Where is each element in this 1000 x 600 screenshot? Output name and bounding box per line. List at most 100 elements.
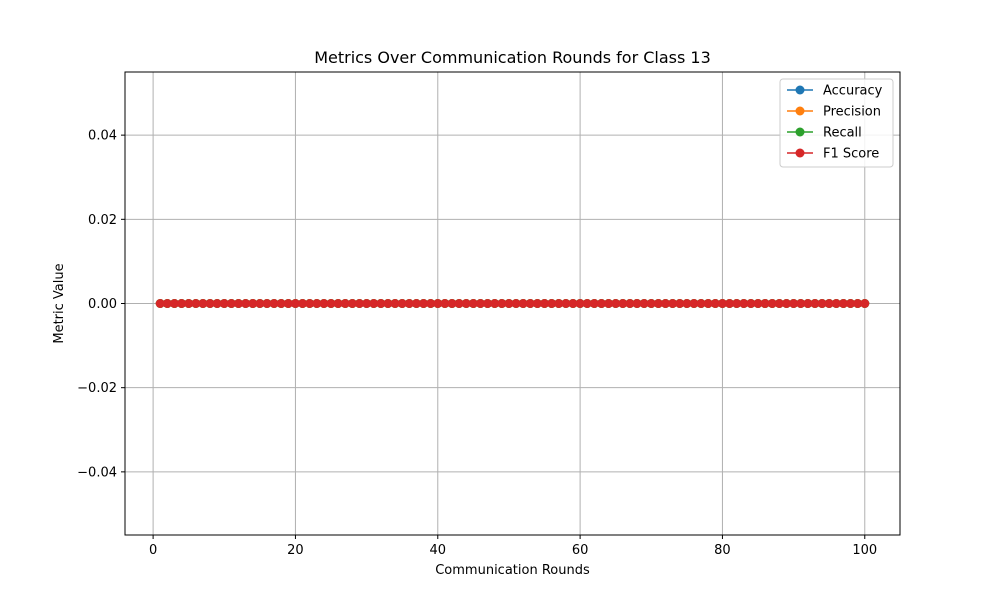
data-point: [497, 299, 507, 308]
data-point: [319, 299, 329, 308]
legend-marker: [795, 148, 805, 158]
y-axis-ticks: −0.04 −0.02 0.00 0.02 0.04: [77, 129, 125, 480]
data-point: [732, 299, 742, 308]
data-point: [803, 299, 813, 308]
data-point: [653, 299, 663, 308]
chart-title: Metrics Over Communication Rounds for Cl…: [314, 48, 711, 67]
data-point: [824, 299, 834, 308]
data-point: [739, 299, 749, 308]
data-point: [433, 299, 443, 308]
y-tick-label: −0.04: [77, 465, 117, 480]
data-point: [362, 299, 372, 308]
data-point: [226, 299, 236, 308]
legend-marker: [795, 85, 805, 95]
data-point: [661, 299, 671, 308]
data-point: [554, 299, 564, 308]
data-point: [511, 299, 521, 308]
data-point: [390, 299, 400, 308]
legend-entry: Accuracy: [787, 84, 883, 99]
data-point: [354, 299, 364, 308]
data-point: [419, 299, 429, 308]
data-point: [177, 299, 187, 308]
data-point: [162, 299, 172, 308]
x-axis-title: Communication Rounds: [435, 563, 590, 578]
data-point: [760, 299, 770, 308]
data-point: [725, 299, 735, 308]
y-tick-label: 0.00: [88, 297, 117, 312]
data-point: [596, 299, 606, 308]
data-point: [547, 299, 557, 308]
legend-label: Accuracy: [823, 84, 883, 99]
x-tick-label: 20: [287, 543, 304, 558]
data-point: [155, 299, 165, 308]
data-point: [333, 299, 343, 308]
data-point: [241, 299, 251, 308]
data-point: [305, 299, 315, 308]
data-point: [532, 299, 542, 308]
data-point: [283, 299, 293, 308]
x-axis-ticks: 0 20 40 60 80 100: [149, 535, 877, 558]
data-point: [255, 299, 265, 308]
data-point: [376, 299, 386, 308]
data-point: [717, 299, 727, 308]
data-point: [461, 299, 471, 308]
y-tick-label: 0.02: [88, 213, 117, 228]
legend-marker: [795, 127, 805, 137]
data-point: [440, 299, 450, 308]
data-point: [632, 299, 642, 308]
data-point: [518, 299, 528, 308]
data-point: [269, 299, 279, 308]
data-point: [646, 299, 656, 308]
data-point: [568, 299, 578, 308]
data-point: [561, 299, 571, 308]
legend-entry: F1 Score: [787, 147, 879, 162]
data-point: [625, 299, 635, 308]
data-point: [696, 299, 706, 308]
data-point: [846, 299, 856, 308]
data-point: [611, 299, 621, 308]
x-tick-label: 100: [852, 543, 877, 558]
data-point: [468, 299, 478, 308]
legend-entry: Precision: [787, 105, 881, 120]
data-point: [668, 299, 678, 308]
data-point: [753, 299, 763, 308]
data-point: [198, 299, 208, 308]
data-point: [447, 299, 457, 308]
y-tick-label: −0.02: [77, 381, 117, 396]
data-point: [525, 299, 535, 308]
data-point: [276, 299, 286, 308]
y-tick-label: 0.04: [88, 129, 117, 144]
data-point: [710, 299, 720, 308]
legend-label: F1 Score: [823, 147, 879, 162]
data-point: [618, 299, 628, 308]
data-point: [290, 299, 300, 308]
data-point: [184, 299, 194, 308]
data-point: [639, 299, 649, 308]
data-point: [774, 299, 784, 308]
data-point: [411, 299, 421, 308]
data-point: [205, 299, 215, 308]
y-axis-title: Metric Value: [52, 263, 67, 343]
data-point: [312, 299, 322, 308]
data-point: [340, 299, 350, 308]
data-point: [504, 299, 514, 308]
data-point: [817, 299, 827, 308]
data-point: [582, 299, 592, 308]
data-point: [369, 299, 379, 308]
data-point: [426, 299, 436, 308]
data-point: [298, 299, 308, 308]
data-point: [191, 299, 201, 308]
data-point: [703, 299, 713, 308]
legend: Accuracy Precision Recall F1 Score: [779, 78, 894, 168]
x-tick-label: 60: [572, 543, 589, 558]
legend-label: Recall: [823, 126, 862, 141]
data-point: [169, 299, 179, 308]
data-point: [767, 299, 777, 308]
x-tick-label: 40: [430, 543, 447, 558]
data-point: [789, 299, 799, 308]
data-point: [860, 299, 870, 308]
legend-entry: Recall: [787, 126, 862, 141]
data-point: [831, 299, 841, 308]
data-point: [838, 299, 848, 308]
data-point: [483, 299, 493, 308]
